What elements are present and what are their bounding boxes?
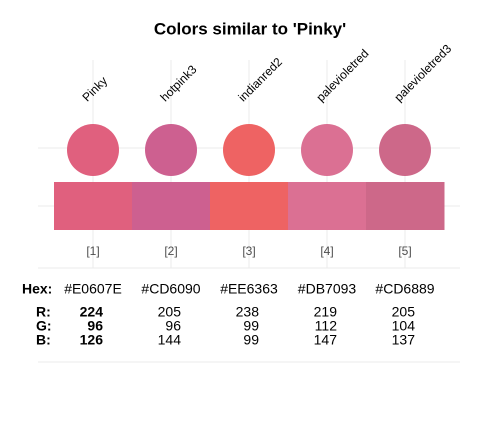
- b-value: 137: [392, 332, 416, 348]
- title: Colors similar to 'Pinky': [154, 19, 346, 38]
- color-name: Pinky: [79, 74, 110, 105]
- color-swatch: [132, 182, 211, 230]
- color-swatch: [288, 182, 367, 230]
- r-value: 224: [80, 304, 104, 320]
- color-circle: [379, 124, 431, 176]
- b-value: 144: [158, 332, 182, 348]
- color-name: palevioletred3: [391, 41, 454, 104]
- hex-value: #E0607E: [64, 281, 122, 297]
- color-name: hotpink3: [157, 62, 199, 104]
- color-name: palevioletred: [313, 46, 371, 104]
- color-swatch: [210, 182, 289, 230]
- hex-value: #CD6889: [375, 281, 434, 297]
- color-index: [3]: [242, 244, 255, 258]
- b-value: 147: [314, 332, 338, 348]
- b-value: 126: [80, 332, 104, 348]
- color-circle: [67, 124, 119, 176]
- color-swatch: [366, 182, 445, 230]
- row-label: R:: [36, 304, 51, 320]
- hex-value: #EE6363: [220, 281, 278, 297]
- color-index: [4]: [320, 244, 333, 258]
- color-circle: [301, 124, 353, 176]
- row-label: B:: [36, 332, 51, 348]
- hex-value: #CD6090: [141, 281, 200, 297]
- g-value: 96: [165, 318, 181, 334]
- g-value: 112: [315, 318, 338, 334]
- color-swatch: [54, 182, 133, 230]
- g-value: 96: [87, 318, 103, 334]
- r-value: 205: [158, 304, 182, 320]
- row-label: G:: [36, 318, 52, 334]
- b-value: 99: [243, 332, 259, 348]
- color-name: indianred2: [235, 55, 285, 105]
- color-circle: [145, 124, 197, 176]
- r-value: 205: [392, 304, 416, 320]
- g-value: 99: [243, 318, 259, 334]
- r-value: 238: [236, 304, 260, 320]
- color-index: [1]: [86, 244, 99, 258]
- row-label: Hex:: [22, 281, 52, 297]
- color-circle: [223, 124, 275, 176]
- r-value: 219: [314, 304, 338, 320]
- color-index: [2]: [164, 244, 177, 258]
- g-value: 104: [392, 318, 416, 334]
- hex-value: #DB7093: [298, 281, 357, 297]
- color-index: [5]: [398, 244, 411, 258]
